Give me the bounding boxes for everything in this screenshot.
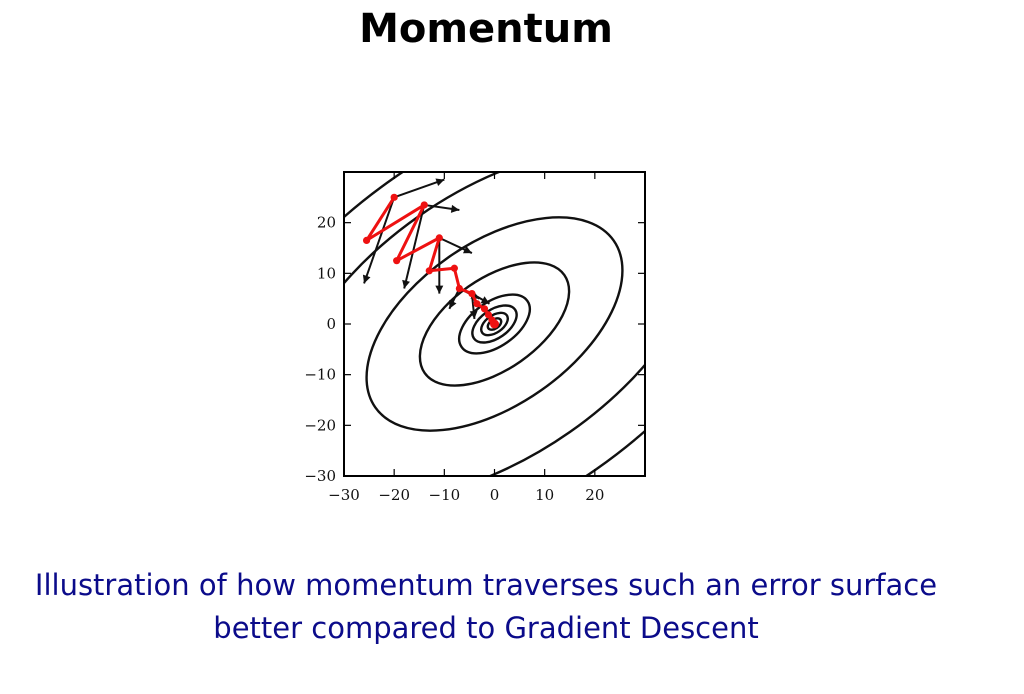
x-tick-label: 20 [585, 486, 604, 504]
momentum-step-point [455, 284, 463, 293]
gradient-arrows [362, 178, 490, 320]
arrow-head [362, 274, 371, 284]
momentum-step-point [393, 257, 401, 265]
x-tick-label: 0 [490, 486, 500, 504]
x-axis-tick-labels: −30 −20 −10 0 10 20 [328, 486, 604, 504]
gradient-arrow [393, 178, 445, 199]
arrow-head [435, 178, 445, 187]
y-tick-label: −30 [304, 467, 336, 485]
gradient-arrow [448, 288, 461, 310]
gradient-arrow [362, 197, 396, 284]
arrow-head [462, 246, 472, 254]
momentum-step-point [420, 201, 428, 209]
momentum-step-point [473, 300, 481, 308]
caption-line-2: better compared to Gradient Descent [213, 611, 759, 645]
x-tick-label: −20 [378, 486, 410, 504]
arrow-head [435, 285, 444, 294]
contour-ellipse-8 [344, 172, 645, 476]
arrow-head [450, 204, 460, 213]
y-tick-label: −20 [304, 416, 336, 434]
momentum-step-point [450, 264, 458, 272]
momentum-step-point [468, 290, 476, 298]
momentum-path [362, 193, 499, 329]
momentum-step-point [480, 305, 489, 313]
gradient-arrow [435, 237, 444, 294]
x-tick-label: −30 [328, 486, 360, 504]
momentum-step-point [425, 267, 433, 275]
arrow-head [449, 299, 457, 309]
gradient-arrow [402, 204, 426, 289]
momentum-step-point [390, 193, 398, 201]
arrow-head [402, 279, 410, 289]
y-tick-label: −10 [304, 366, 336, 384]
slide-title: Momentum [359, 6, 613, 52]
y-tick-label: 20 [317, 214, 336, 232]
momentum-step-point [484, 311, 493, 319]
slide-caption: Illustration of how momentum traverses s… [0, 564, 972, 650]
gradient-arrow [424, 203, 460, 213]
y-axis-tick-labels: −30 −20 −10 0 10 20 [304, 214, 336, 485]
y-tick-label: 0 [326, 315, 336, 333]
contour-ellipse-6 [365, 216, 624, 432]
y-tick-label: 10 [317, 264, 336, 282]
gradient-arrow [438, 236, 473, 254]
caption-line-1: Illustration of how momentum traverses s… [34, 568, 938, 602]
momentum-step-point [435, 234, 443, 242]
contour-ellipse-5 [418, 261, 571, 387]
momentum-step-point [490, 319, 499, 329]
axis-ticks [343, 172, 645, 477]
arrow-head [480, 296, 490, 304]
momentum-step-point [362, 236, 371, 244]
x-tick-label: 10 [535, 486, 554, 504]
arrow-head [469, 310, 478, 319]
x-tick-label: −10 [429, 486, 461, 504]
